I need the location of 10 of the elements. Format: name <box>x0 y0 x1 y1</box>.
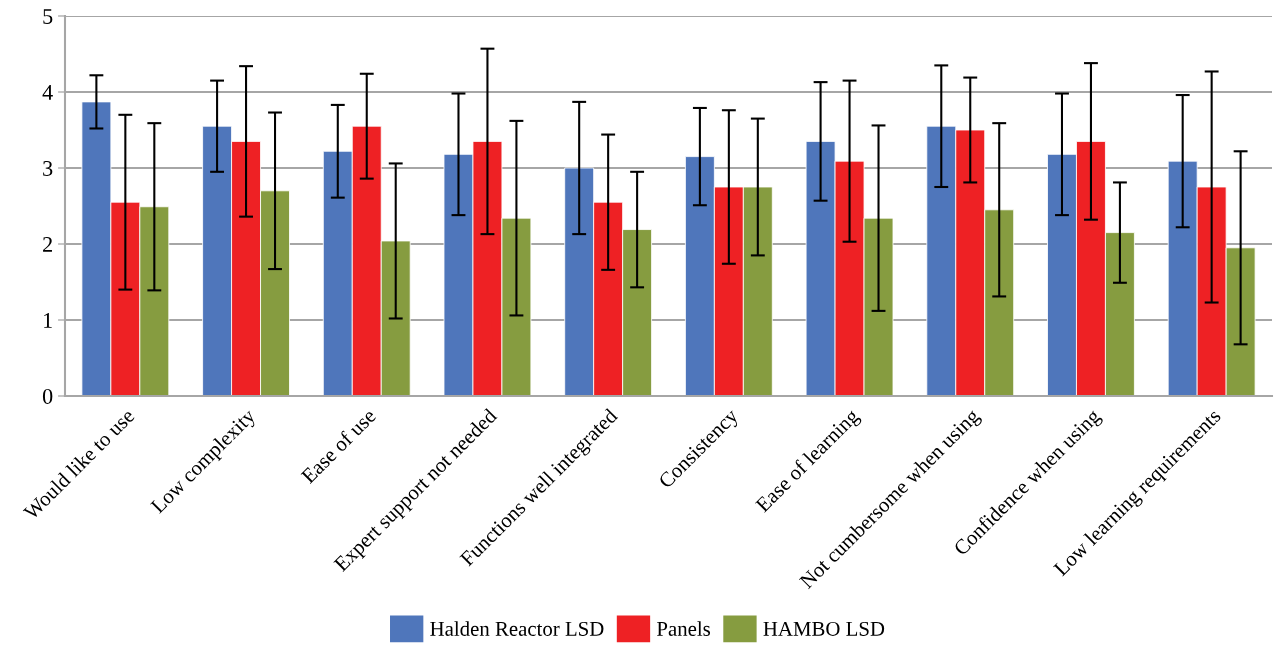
y-tick-label: 5 <box>43 9 53 24</box>
y-tick-label: 0 <box>42 388 53 404</box>
y-tick-label: 3 <box>43 160 53 176</box>
y-tick-label: 2 <box>43 236 52 252</box>
y-tick-label: 1 <box>44 313 52 328</box>
legend-label: Panels <box>656 621 711 636</box>
legend-label: HAMBO LSD <box>763 621 885 636</box>
y-tick-label: 4 <box>42 85 53 100</box>
x-tick-label: Ease of use <box>299 407 377 485</box>
legend-label: Halden Reactor LSD <box>430 621 604 636</box>
